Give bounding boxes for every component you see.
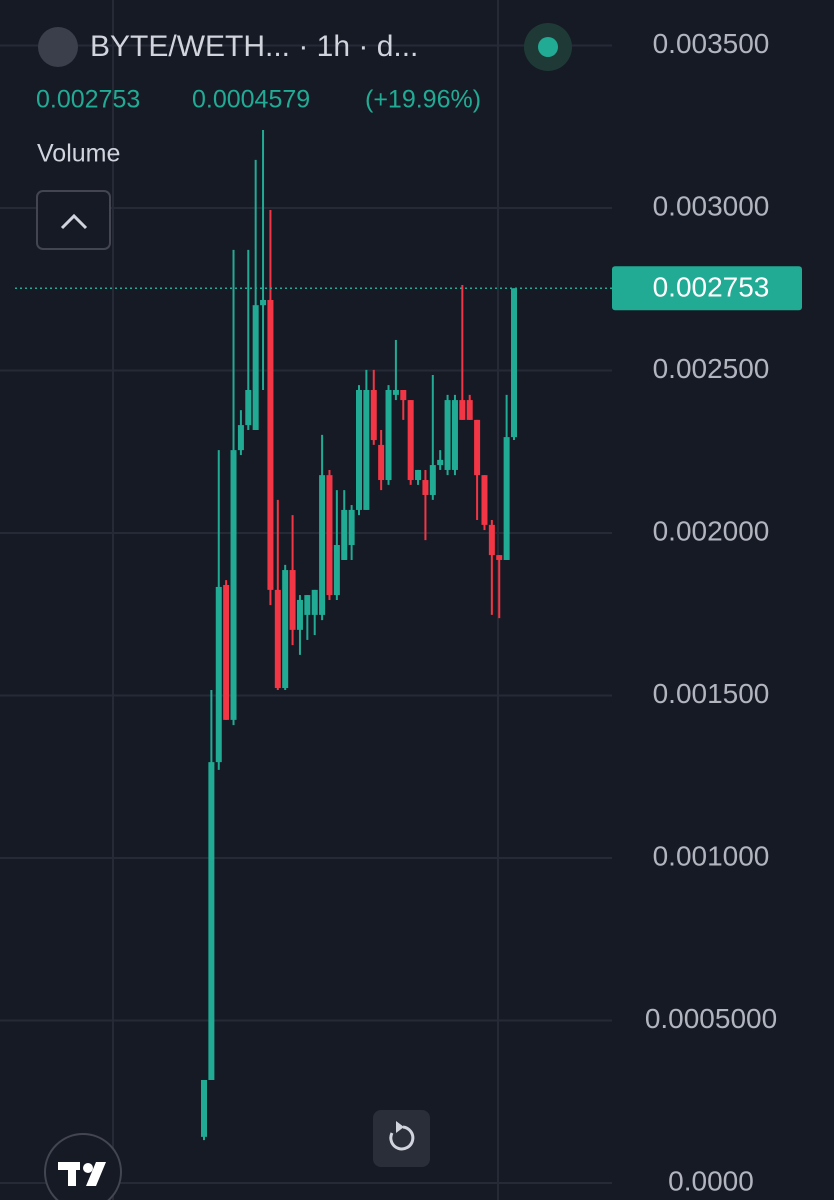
- chart-title: BYTE/WETH... · 1h · d...: [90, 30, 418, 63]
- candle-body: [252, 305, 259, 430]
- collapse-button[interactable]: [36, 190, 111, 250]
- candle-body: [319, 475, 326, 615]
- reset-button[interactable]: [373, 1110, 430, 1167]
- candle-body: [422, 480, 429, 495]
- candle-body: [245, 390, 252, 426]
- tv-logo-circle[interactable]: [44, 1133, 122, 1200]
- reset-icon: [389, 1125, 415, 1151]
- candle-body: [230, 450, 237, 720]
- candle-body: [481, 475, 488, 525]
- candle-body: [311, 589, 318, 615]
- candle-body: [437, 459, 444, 466]
- candle-body: [511, 288, 517, 438]
- candle-body: [223, 585, 230, 720]
- candle-body: [370, 390, 377, 441]
- status-dot: [538, 37, 558, 57]
- y-tick-label: 0.001000: [653, 840, 770, 871]
- token-logo: [38, 27, 78, 67]
- candle-body: [267, 299, 274, 590]
- candle-body: [474, 419, 481, 476]
- candle-body: [407, 400, 414, 481]
- candle-body: [208, 762, 215, 1080]
- candle-body: [378, 444, 385, 481]
- candle-body: [296, 599, 303, 630]
- candles: [201, 130, 517, 1141]
- y-tick-label: 0.002000: [653, 515, 770, 546]
- reset-arrow: [396, 1121, 404, 1133]
- candle-body: [488, 524, 495, 556]
- y-tick-label: 0.003000: [653, 190, 770, 221]
- tv-logo-mark: [83, 1163, 93, 1173]
- candle-body: [496, 555, 503, 560]
- y-tick-label: 0.0005000: [645, 1003, 777, 1034]
- tv-logo-mark: [86, 1162, 106, 1186]
- candle-body: [385, 390, 392, 481]
- candle-body: [341, 509, 348, 560]
- candle-body: [348, 509, 355, 546]
- candle-body: [282, 570, 289, 689]
- collapse-box[interactable]: [36, 190, 111, 250]
- candle-body: [451, 400, 458, 470]
- candle-body: [444, 400, 451, 470]
- last-price: 0.002753: [36, 86, 140, 114]
- candle-body: [289, 570, 296, 630]
- candle-body: [459, 400, 466, 420]
- candle-body: [260, 299, 267, 306]
- overlay: 0.003500 0.003000 0.002500 0.002000 0.001500…: [15, 28, 802, 1196]
- candle-body: [237, 425, 244, 451]
- candle-body: [326, 475, 333, 596]
- change-pct: (+19.96%): [365, 86, 481, 114]
- last-price-tag-label: 0.002753: [653, 272, 770, 303]
- reset-box[interactable]: [373, 1110, 430, 1167]
- candle-body: [466, 400, 473, 420]
- last-price-tag: [612, 266, 802, 311]
- candle-body: [333, 545, 340, 596]
- candle-body: [415, 469, 422, 481]
- indicator-name: Volume: [37, 140, 120, 168]
- collapse-arrow: [60, 213, 88, 230]
- y-tick-label: 0.002500: [653, 353, 770, 384]
- candle-body: [304, 595, 311, 615]
- candle-body: [429, 465, 436, 495]
- candle-body: [503, 437, 510, 560]
- candle-body: [363, 390, 370, 510]
- change: 0.0004579: [192, 86, 310, 114]
- candle-body: [201, 1079, 207, 1137]
- y-tick-label: 0.0000: [668, 1165, 754, 1196]
- candle-body: [400, 390, 407, 401]
- tv-logo-mark: [68, 1162, 76, 1186]
- candle-body: [215, 586, 222, 763]
- y-tick-label: 0.001500: [653, 678, 770, 709]
- candle-body: [274, 589, 281, 689]
- tv-logo[interactable]: [44, 1133, 122, 1200]
- y-tick-label: 0.003500: [653, 28, 770, 59]
- candle-body: [356, 390, 362, 510]
- candle-body: [392, 390, 399, 395]
